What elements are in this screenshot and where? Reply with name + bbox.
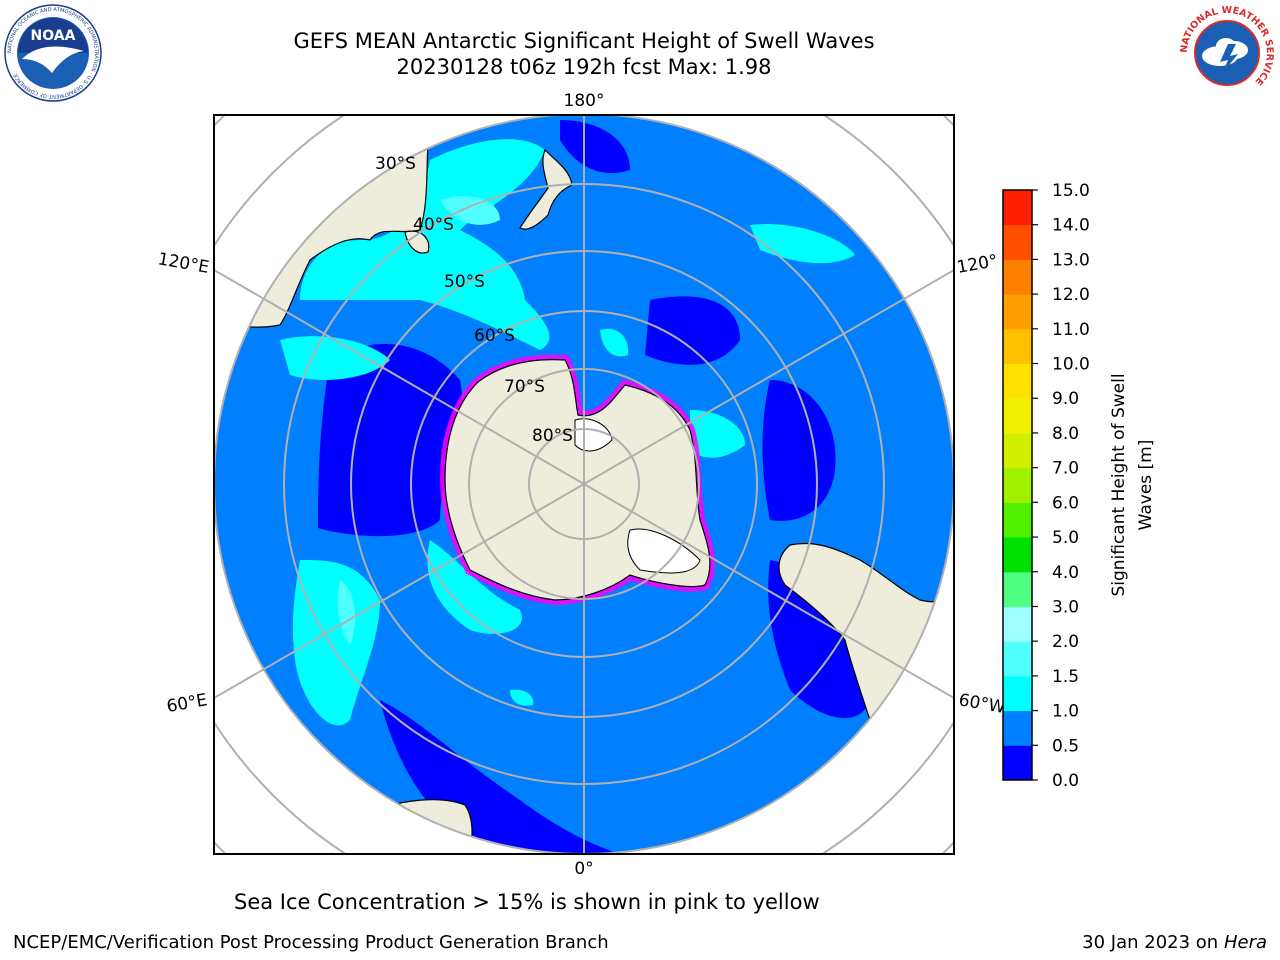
polar-map: 180° 0° 120°E 60°E 120° 60°W 30°S 40°S 5… — [156, 91, 1007, 879]
colorbar-segment — [1003, 710, 1032, 746]
colorbar-tick-label: 1.0 — [1052, 702, 1079, 722]
colorbar-tick-label: 0.0 — [1052, 771, 1079, 791]
footer-date: 30 Jan 2023 on Hera — [1082, 932, 1267, 953]
swell-1-1p5m-region — [600, 328, 629, 357]
colorbar-tick-label: 7.0 — [1052, 459, 1079, 479]
colorbar-segment — [1003, 432, 1032, 469]
colorbar-segment — [1003, 363, 1032, 399]
colorbar-tick-label: 3.0 — [1052, 597, 1079, 617]
colorbar-tick-label: 13.0 — [1052, 250, 1090, 270]
lat-label-60s: 60°S — [474, 326, 515, 346]
lon-label-180: 180° — [564, 91, 605, 111]
low-swell-region — [560, 120, 630, 174]
colorbar-tick-label: 14.0 — [1052, 216, 1090, 236]
colorbar-frame — [1002, 189, 1033, 781]
colorbar-segment — [1003, 259, 1032, 295]
colorbar-tick-label: 10.0 — [1052, 355, 1090, 375]
map-frame — [213, 114, 955, 855]
colorbar: 0.0 0.5 1.0 1.5 2.0 3.0 4.0 5.0 6.0 7.0 8.0 9.0 10.0… — [1002, 181, 1156, 791]
lat-label-30s: 30°S — [375, 154, 416, 174]
weddell-ice-shelf — [627, 528, 701, 574]
colorbar-segment — [1003, 398, 1032, 434]
colorbar-segment — [1003, 537, 1032, 573]
colorbar-segment — [1003, 745, 1032, 781]
low-swell-region — [645, 296, 740, 365]
swell-1p5-2m-region — [440, 196, 500, 225]
colorbar-segment — [1003, 328, 1032, 365]
colorbar-tick-label: 15.0 — [1052, 181, 1090, 201]
lat-label-50s: 50°S — [444, 272, 485, 292]
colorbar-segment — [1003, 224, 1032, 260]
colorbar-segment — [1003, 502, 1032, 538]
colorbar-tick-label: 4.0 — [1052, 563, 1079, 583]
colorbar-segment — [1003, 467, 1032, 503]
colorbar-segment — [1003, 606, 1032, 642]
colorbar-tick-label: 12.0 — [1052, 285, 1090, 305]
swell-1-1p5m-region — [427, 540, 522, 634]
colorbar-segment — [1003, 571, 1032, 607]
colorbar-segment — [1003, 294, 1032, 330]
colorbar-tick-label: 2.0 — [1052, 632, 1079, 652]
colorbar-tick-label: 6.0 — [1052, 493, 1079, 513]
lat-label-80s: 80°S — [532, 426, 573, 446]
chart-subtitle: 20230128 t06z 192h fcst Max: 1.98 — [396, 55, 772, 79]
footer-date-text: 30 Jan 2023 on — [1082, 932, 1219, 953]
footer-branch: NCEP/EMC/Verification Post Processing Pr… — [13, 932, 609, 953]
swell-1-1p5m-region — [510, 689, 534, 706]
lat-label-70s: 70°S — [504, 377, 545, 397]
colorbar-tick-label: 11.0 — [1052, 320, 1090, 340]
colorbar-segment — [1003, 641, 1032, 677]
colorbar-label-line2: Waves [m] — [1136, 440, 1156, 531]
colorbar-segment — [1003, 190, 1032, 226]
noaa-logo-text: NOAA — [31, 28, 76, 44]
noaa-logo-icon: NOAA NATIONAL OCEANIC AND ATMOSPHERIC AD… — [4, 4, 102, 102]
swell-1-1p5m-region — [292, 560, 380, 726]
colorbar-tick-label: 5.0 — [1052, 528, 1079, 548]
colorbar-tick-label: 9.0 — [1052, 389, 1079, 409]
colorbar-tick-label: 8.0 — [1052, 424, 1079, 444]
sea-ice-note: Sea Ice Concentration > 15% is shown in … — [234, 890, 820, 914]
colorbar-tick-label: 1.5 — [1052, 667, 1079, 687]
tasmania-landmass — [404, 230, 430, 254]
new-zealand-landmass — [519, 148, 573, 230]
colorbar-tick-label: 0.5 — [1052, 736, 1079, 756]
nws-logo-icon: NATIONAL WEATHER SERVICE — [1179, 5, 1275, 99]
swell-1p5-2m-region — [337, 580, 356, 645]
lat-label-40s: 40°S — [413, 215, 454, 235]
lon-label-0: 0° — [574, 859, 593, 879]
chart-title: GEFS MEAN Antarctic Significant Height o… — [293, 29, 875, 53]
low-swell-region — [768, 560, 870, 719]
graticule — [214, 115, 954, 854]
colorbar-segment — [1003, 675, 1032, 712]
colorbar-label-line1: Significant Height of Swell — [1109, 373, 1129, 596]
footer-host: Hera — [1223, 932, 1267, 953]
swell-1-1p5m-region — [690, 410, 745, 458]
